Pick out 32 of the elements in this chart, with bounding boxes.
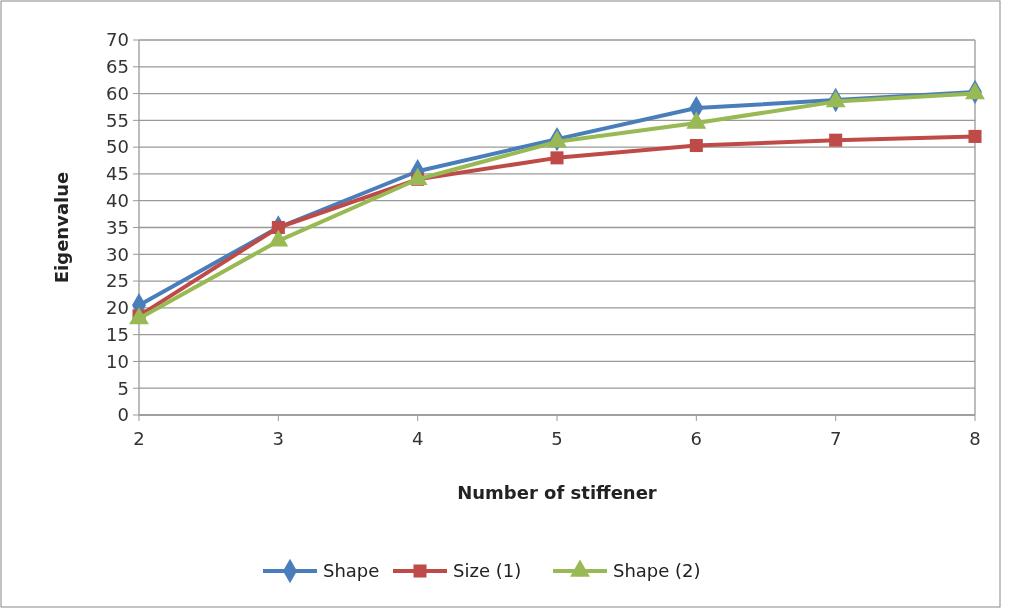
legend-label: Size (1) — [453, 560, 522, 582]
y-tick-label: 25 — [106, 270, 129, 292]
y-tick-label: 10 — [106, 350, 129, 372]
y-tick-label: 20 — [106, 297, 129, 319]
y-tick-label: 5 — [117, 377, 129, 399]
y-axis-title: Eigenvalue — [51, 171, 72, 284]
x-axis-title: Number of stiffener — [457, 482, 657, 503]
y-tick-label: 70 — [106, 29, 129, 51]
x-tick-label: 6 — [690, 428, 703, 449]
legend-label: Shape — [323, 560, 380, 582]
x-tick-label: 7 — [829, 428, 842, 449]
point — [550, 151, 564, 165]
y-tick-label: 60 — [106, 82, 129, 104]
y-tick-label: 15 — [106, 323, 129, 345]
point — [689, 139, 703, 153]
y-tick-label: 35 — [106, 216, 129, 238]
point — [829, 133, 843, 147]
x-tick-label: 3 — [272, 428, 285, 449]
y-tick-label: 50 — [106, 136, 129, 158]
y-tick-label: 55 — [106, 109, 129, 131]
y-tick-label: 30 — [106, 243, 129, 265]
y-tick-label: 40 — [106, 190, 129, 212]
y-tick-label: 65 — [106, 56, 129, 78]
x-tick-label: 2 — [133, 428, 145, 449]
legend-label: Shape (2) — [613, 560, 701, 582]
x-tick-label: 4 — [411, 428, 424, 449]
x-tick-label: 8 — [969, 428, 981, 449]
point — [271, 220, 285, 235]
y-tick-label: 45 — [106, 163, 129, 185]
point — [968, 129, 982, 143]
x-tick-label: 5 — [551, 428, 563, 449]
y-tick-label: 0 — [117, 404, 129, 426]
